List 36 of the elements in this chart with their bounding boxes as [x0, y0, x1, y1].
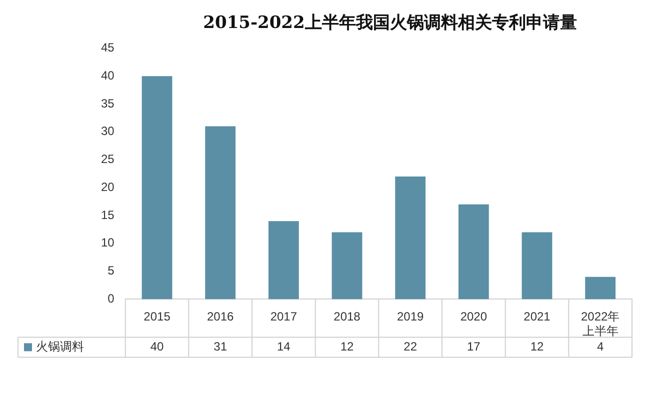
- data-label: 14: [276, 340, 291, 354]
- x-tick-label: 2016: [206, 310, 234, 324]
- chart-title: 2015-2022上半年我国火锅调料相关专利申请量: [202, 12, 578, 35]
- data-label: 4: [596, 340, 604, 354]
- bar: [395, 176, 426, 300]
- bar: [585, 276, 616, 300]
- data-label: 22: [404, 340, 418, 354]
- bar: [268, 221, 299, 300]
- y-tick-label: 25: [100, 152, 115, 166]
- y-tick-label: 0: [108, 292, 115, 306]
- y-tick-label: 20: [100, 180, 115, 194]
- y-tick-label: 45: [100, 40, 115, 55]
- data-label: 12: [530, 340, 544, 354]
- bar: [142, 76, 172, 300]
- x-tick-label: 2015: [144, 310, 171, 324]
- y-tick-label: 5: [108, 264, 115, 278]
- x-tick-label: 2020: [460, 310, 488, 324]
- data-label: 17: [466, 340, 481, 354]
- bar: [332, 232, 362, 300]
- x-tick-label: 2022年上半年: [580, 310, 620, 338]
- bar: [458, 204, 489, 300]
- x-tick-label: 2019: [396, 310, 424, 324]
- y-tick-label: 35: [100, 96, 115, 110]
- y-tick-label: 15: [100, 208, 115, 222]
- x-tick-label: 2021: [524, 310, 551, 324]
- x-tick-label: 2018: [334, 310, 361, 324]
- legend-label: 火锅调料: [36, 340, 84, 354]
- y-tick-label: 30: [100, 124, 115, 138]
- data-label: 12: [340, 340, 354, 354]
- y-tick-label: 10: [100, 236, 115, 250]
- data-label: 40: [150, 340, 164, 354]
- y-tick-label: 40: [100, 68, 115, 82]
- bar: [522, 232, 552, 300]
- x-tick-label: 2017: [270, 310, 298, 324]
- data-label: 31: [214, 340, 228, 354]
- bar: [205, 126, 236, 300]
